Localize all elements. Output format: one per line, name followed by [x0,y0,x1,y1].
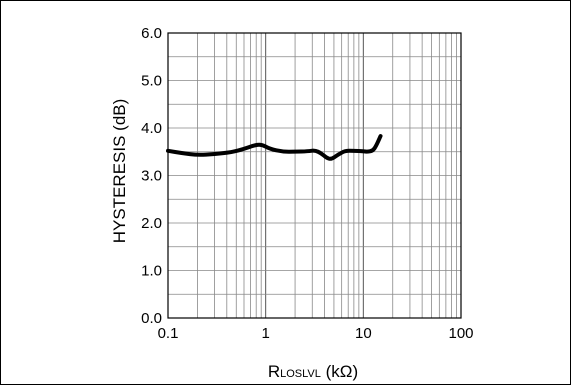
grid [168,33,461,318]
x-axis-title-unit: (kΩ) [321,362,358,381]
y-tick-label: 3.0 [141,168,162,185]
y-tick-label: 6.0 [141,25,162,42]
y-tick-label: 5.0 [141,73,162,90]
plot-area [167,32,462,319]
y-tick-label: 1.0 [141,263,162,280]
x-tick-label: 10 [355,325,372,342]
hysteresis-curve [166,134,383,161]
y-tick-label: 4.0 [141,120,162,137]
y-tick-label: 0.0 [141,310,162,327]
x-axis-title-main: R [268,362,280,381]
x-tick-label: 1 [261,325,269,342]
series [166,134,383,161]
x-axis-title-sub: LOSLVL [280,368,321,380]
x-tick-label: 100 [448,325,473,342]
x-axis-title: RLOSLVL (kΩ) [268,362,358,381]
y-tick-labels: 0.0 1.0 2.0 3.0 4.0 5.0 6.0 [141,25,162,327]
y-axis-title: HYSTERESIS (dB) [110,99,129,244]
x-tick-labels: 0.1 1 10 100 [158,325,474,342]
x-tick-label: 0.1 [158,325,179,342]
y-tick-label: 2.0 [141,215,162,232]
